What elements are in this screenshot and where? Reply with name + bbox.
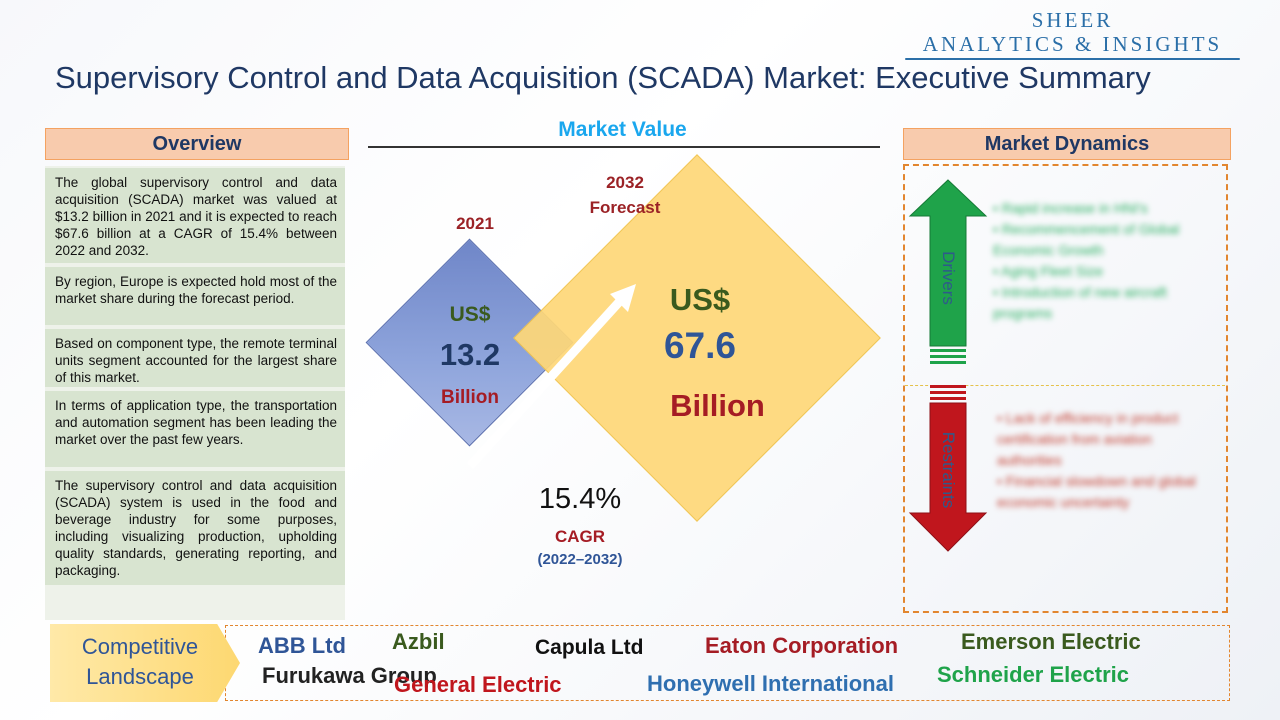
drivers-arrow-icon — [908, 179, 988, 364]
overview-item: In terms of application type, the transp… — [45, 391, 345, 467]
company-name: Eaton Corporation — [705, 633, 899, 658]
unit-2032: Billion — [670, 388, 765, 423]
market-dynamics-header: Market Dynamics — [903, 128, 1231, 160]
market-value-header: Market Value — [558, 118, 687, 141]
value-2021: 13.2 — [439, 337, 501, 372]
restraints-arrow-icon — [908, 385, 988, 552]
company-name: Emerson Electric — [961, 629, 1141, 654]
market-value-divider — [368, 146, 880, 148]
unit-2021: Billion — [440, 387, 500, 408]
cagr-label: CAGR — [554, 527, 606, 546]
company-name: Azbil — [392, 629, 445, 654]
company-name: General Electric — [394, 672, 562, 697]
currency-2021: US$ — [449, 303, 491, 326]
page-title: Supervisory Control and Data Acquisition… — [55, 60, 1151, 95]
logo-rule — [905, 58, 1240, 60]
company-name: Furukawa Group — [262, 663, 437, 688]
value-2032: 67.6 — [663, 325, 736, 366]
year-2032-year: 2032 — [606, 173, 644, 192]
competitive-landscape-chevron — [50, 624, 240, 702]
restraints-label-text: Restraints — [939, 431, 958, 509]
drivers-label: Drivers — [928, 238, 968, 318]
overview-item: The global supervisory control and data … — [45, 168, 345, 263]
logo-line-2: ANALYTICS & INSIGHTS — [922, 32, 1223, 56]
currency-2032: US$ — [669, 282, 731, 317]
company-name: ABB Ltd — [258, 633, 346, 658]
cagr-years: (2022–2032) — [537, 551, 623, 568]
logo-line-1: SHEER — [1031, 8, 1114, 32]
company-name: Capula Ltd — [535, 636, 644, 659]
driver-item: Rapid increase in HNI's — [993, 198, 1213, 219]
growth-arrow-icon — [466, 284, 636, 470]
restraint-item: Lack of efficiency in product certificat… — [997, 408, 1217, 471]
restraints-list: Lack of efficiency in product certificat… — [997, 408, 1217, 513]
driver-item: Recommencement of Global Economic Growth — [993, 219, 1213, 261]
cagr-value: 15.4% — [538, 483, 622, 515]
year-2021-label: 2021 — [456, 214, 494, 233]
company-name: Honeywell International — [647, 671, 894, 696]
driver-item: Introduction of new aircraft programs — [993, 282, 1213, 324]
company-name: Schneider Electric — [937, 662, 1129, 687]
market-dynamics-panel — [903, 164, 1228, 613]
overview-item: The supervisory control and data acquisi… — [45, 471, 345, 585]
restraint-item: Financial slowdown and global economic u… — [997, 471, 1217, 513]
overview-list: The global supervisory control and data … — [45, 166, 345, 620]
year-2032-forecast: Forecast — [589, 198, 661, 217]
drivers-list: Rapid increase in HNI's Recommencement o… — [993, 198, 1213, 324]
dynamics-divider — [905, 385, 1225, 386]
overview-header: Overview — [45, 128, 349, 160]
drivers-label-text: Drivers — [939, 251, 958, 305]
year-2032-label: 2032 Forecast — [560, 170, 690, 220]
overview-item: By region, Europe is expected hold most … — [45, 267, 345, 325]
driver-item: Aging Fleet Size — [993, 261, 1213, 282]
company-logo: SHEER ANALYTICS & INSIGHTS — [900, 8, 1245, 60]
overview-item: Based on component type, the remote term… — [45, 329, 345, 387]
competitive-landscape-title: Competitive Landscape — [81, 634, 199, 689]
restraints-label: Restraints — [928, 425, 968, 515]
